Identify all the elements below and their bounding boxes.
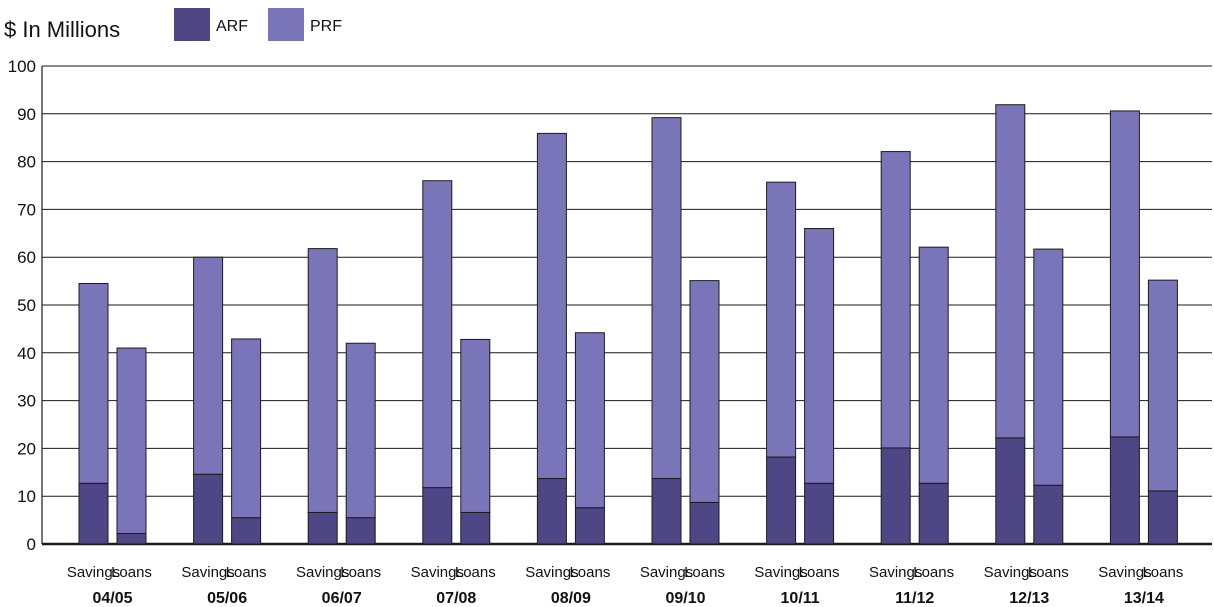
bar-prf-savings	[1109, 110, 1140, 438]
bar-arf-savings	[880, 447, 911, 545]
bar-arf-loans	[116, 532, 147, 545]
y-tick-label: 50	[17, 296, 36, 315]
x-subcategory-label: Loans	[684, 564, 725, 581]
x-subcategory-label: Savings	[754, 564, 807, 581]
x-group-label: 08/09	[551, 590, 591, 607]
bar-prf-savings	[193, 256, 224, 475]
legend-swatch-arf	[174, 8, 210, 41]
y-tick-label: 70	[17, 200, 36, 219]
x-subcategory-label: Savings	[411, 564, 464, 581]
x-group-label: 05/06	[207, 590, 247, 607]
bar-prf-loans	[460, 338, 491, 513]
x-group-label: 11/12	[895, 590, 934, 607]
x-subcategory-label: Loans	[799, 564, 840, 581]
x-group-label: 10/11	[781, 590, 820, 607]
bar-arf-loans	[231, 517, 262, 545]
x-subcategory-label: Savings	[640, 564, 693, 581]
legend-label-prf: PRF	[310, 18, 342, 35]
bar-prf-loans	[231, 338, 262, 519]
x-subcategory-label: Loans	[913, 564, 954, 581]
y-tick-label: 0	[27, 535, 36, 554]
bar-prf-savings	[880, 151, 911, 449]
x-subcategory-label: Savings	[181, 564, 234, 581]
bar-arf-loans	[345, 517, 376, 545]
bar-arf-savings	[536, 478, 567, 545]
x-group-label: 04/05	[92, 590, 132, 607]
y-tick-label: 40	[17, 344, 36, 363]
bar-prf-loans	[918, 246, 949, 484]
legend-swatch-prf	[268, 8, 304, 41]
bar-arf-savings	[1109, 436, 1140, 545]
x-subcategory-label: Loans	[340, 564, 381, 581]
bar-prf-savings	[995, 104, 1026, 439]
bar-prf-loans	[574, 332, 605, 509]
chart-title: $ In Millions	[4, 17, 120, 42]
bar-arf-loans	[1033, 484, 1064, 545]
x-subcategory-label: Savings	[67, 564, 120, 581]
y-tick-label: 80	[17, 153, 36, 172]
bar-arf-savings	[78, 482, 109, 545]
x-subcategory-label: Savings	[869, 564, 922, 581]
y-tick-label: 10	[17, 487, 36, 506]
legend-label-arf: ARF	[216, 18, 248, 35]
bar-prf-loans	[1033, 248, 1064, 486]
x-subcategory-label: Loans	[1028, 564, 1069, 581]
y-tick-label: 60	[17, 248, 36, 267]
x-subcategory-label: Loans	[1142, 564, 1183, 581]
bar-prf-savings	[536, 132, 567, 480]
bar-arf-loans	[460, 511, 491, 545]
bar-prf-loans	[689, 280, 720, 503]
bar-arf-loans	[574, 507, 605, 545]
x-subcategory-label: Loans	[455, 564, 496, 581]
x-subcategory-label: Loans	[569, 564, 610, 581]
x-group-label: 09/10	[665, 590, 705, 607]
bar-prf-savings	[307, 248, 338, 513]
bar-arf-savings	[766, 456, 797, 545]
bar-prf-loans	[1147, 279, 1178, 492]
x-subcategory-label: Savings	[984, 564, 1037, 581]
x-group-label: 07/08	[436, 590, 476, 607]
bar-prf-loans	[804, 228, 835, 484]
bar-prf-loans	[116, 347, 147, 534]
y-tick-label: 20	[17, 439, 36, 458]
x-subcategory-label: Savings	[1098, 564, 1151, 581]
x-subcategory-label: Savings	[296, 564, 349, 581]
bar-arf-loans	[918, 482, 949, 545]
bar-arf-savings	[193, 473, 224, 545]
x-group-label: 12/13	[1009, 590, 1049, 607]
bar-arf-savings	[307, 511, 338, 545]
bar-prf-savings	[651, 117, 682, 480]
bar-arf-savings	[651, 478, 682, 545]
bar-arf-loans	[1147, 490, 1178, 545]
x-subcategory-label: Loans	[226, 564, 267, 581]
bar-prf-savings	[422, 180, 453, 489]
bar-arf-loans	[689, 501, 720, 545]
bar-prf-savings	[78, 282, 109, 484]
bar-arf-savings	[422, 487, 453, 545]
x-group-label: 13/14	[1124, 590, 1164, 607]
bar-arf-savings	[995, 437, 1026, 545]
x-subcategory-label: Savings	[525, 564, 578, 581]
y-tick-label: 100	[8, 57, 36, 76]
bar-arf-loans	[804, 482, 835, 545]
bar-prf-savings	[766, 181, 797, 458]
x-subcategory-label: Loans	[111, 564, 152, 581]
x-group-label: 06/07	[322, 590, 362, 607]
y-tick-label: 90	[17, 105, 36, 124]
y-tick-label: 30	[17, 392, 36, 411]
bar-prf-loans	[345, 342, 376, 519]
